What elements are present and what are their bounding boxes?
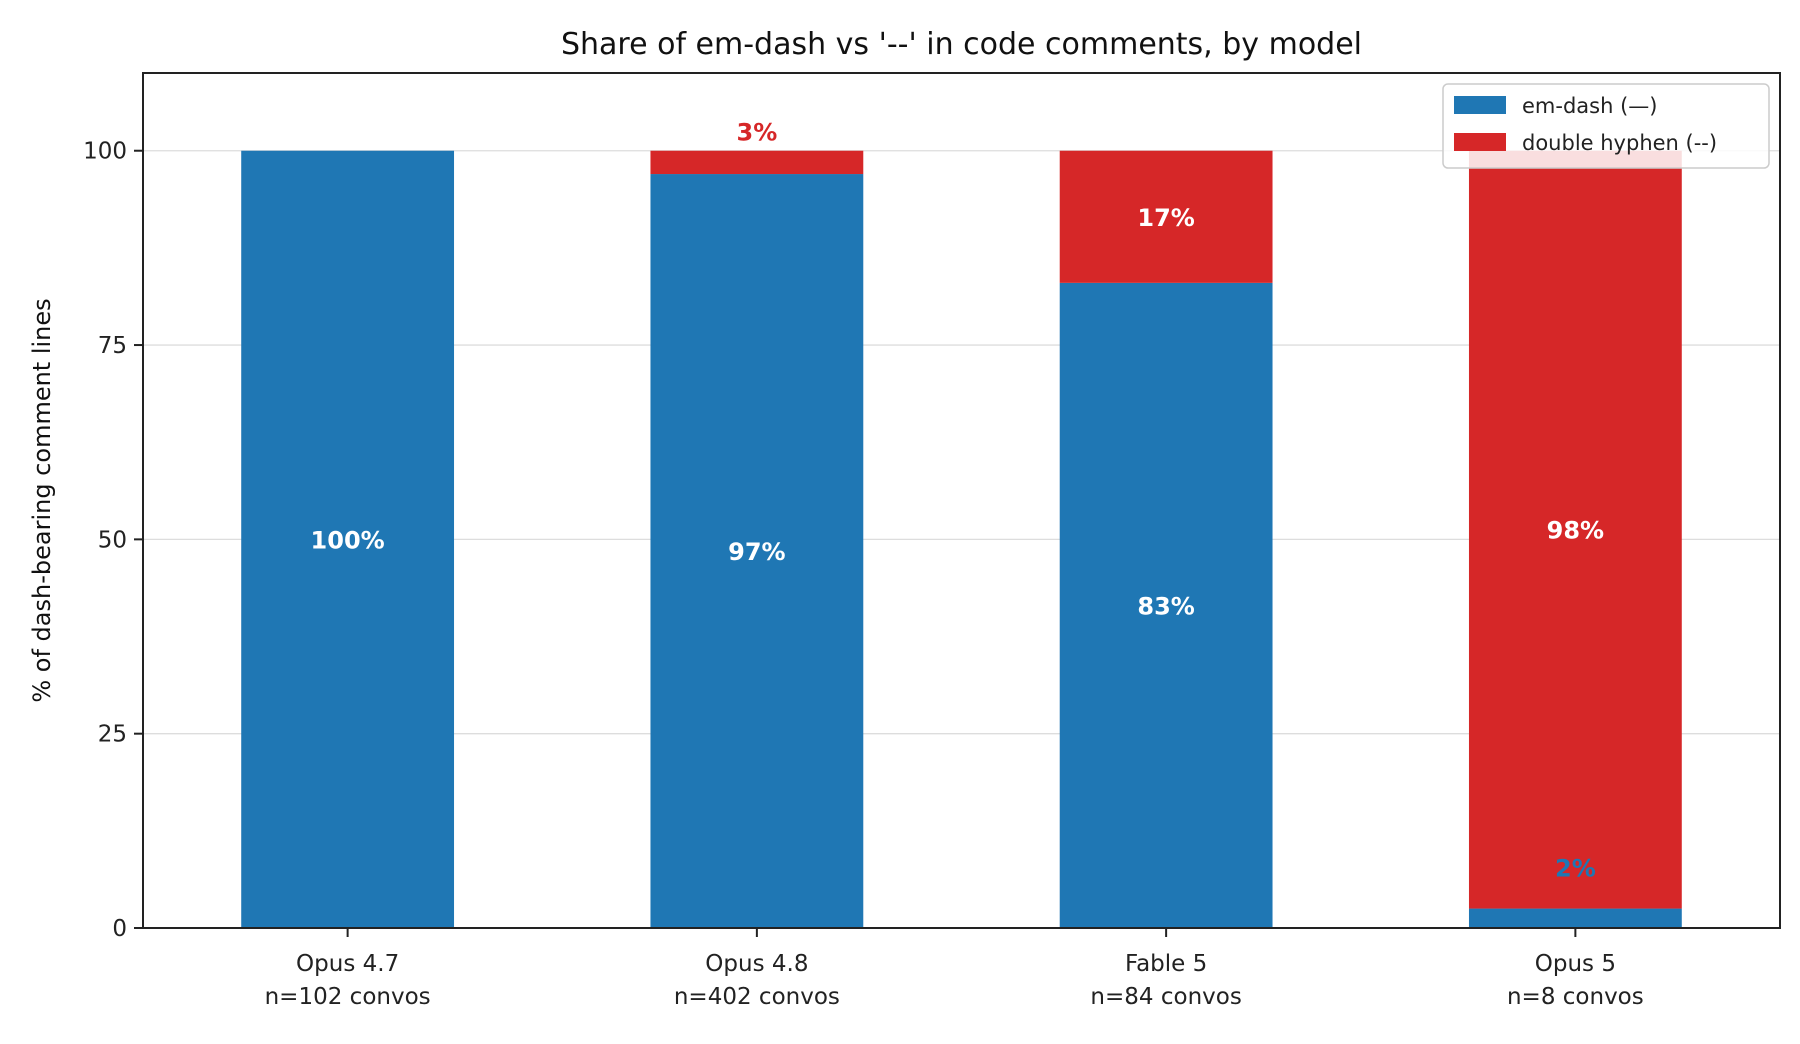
legend-entry-label: em-dash (—) <box>1522 94 1657 118</box>
legend-swatch <box>1454 96 1506 114</box>
bar-segment <box>1059 282 1273 928</box>
bar-value-label: 83% <box>1137 592 1194 620</box>
bar-segment <box>1059 150 1273 283</box>
x-tick-label: Fable 5 <box>1125 951 1207 977</box>
legend-entry-label: double hyphen (--) <box>1522 131 1717 155</box>
legend-box <box>1442 83 1770 169</box>
bar-segment <box>650 174 864 928</box>
y-tick-label: 75 <box>98 333 127 359</box>
bar-segment <box>241 150 455 928</box>
x-tick-label: Opus 4.7 <box>296 951 399 977</box>
chart-title: Share of em-dash vs '--' in code comment… <box>561 27 1362 62</box>
x-tick-sublabel: n=84 convos <box>1090 984 1241 1010</box>
bars <box>241 150 1682 928</box>
x-tick-sublabel: n=8 convos <box>1507 984 1644 1010</box>
x-tick-sublabel: n=402 convos <box>674 984 840 1010</box>
y-tick-label: 0 <box>112 916 127 942</box>
legend: em-dash (—) double hyphen (--) <box>1442 83 1770 169</box>
x-tick-label: Opus 5 <box>1535 951 1616 977</box>
plot-frame <box>142 72 1781 929</box>
y-tick-label: 100 <box>83 139 127 165</box>
y-axis-label: % of dash-bearing comment lines <box>28 298 56 702</box>
axes: 0 25 50 75 100 Opus 4.7 n=102 convos Opus 4.8 n=… <box>83 139 1644 1010</box>
x-tick-sublabel: n=102 convos <box>265 984 431 1010</box>
legend-swatch <box>1454 133 1506 151</box>
bar-segment <box>1468 908 1682 928</box>
bar-value-label: 100% <box>311 526 385 554</box>
bar-segment <box>1468 150 1682 909</box>
y-tick-label: 50 <box>98 527 127 553</box>
x-tick-label: Opus 4.8 <box>705 951 808 977</box>
bar-value-label: 98% <box>1547 517 1604 545</box>
bar-segment <box>650 150 864 175</box>
bar-labels: 100% 97% 3% 83% 17% 2% 98% <box>311 119 1605 883</box>
bar-value-label: 97% <box>728 538 785 566</box>
bar-value-label: 17% <box>1137 204 1194 232</box>
y-tick-label: 25 <box>98 722 127 748</box>
bar-value-label: 2% <box>1555 855 1596 883</box>
bar-value-label: 3% <box>737 119 778 147</box>
